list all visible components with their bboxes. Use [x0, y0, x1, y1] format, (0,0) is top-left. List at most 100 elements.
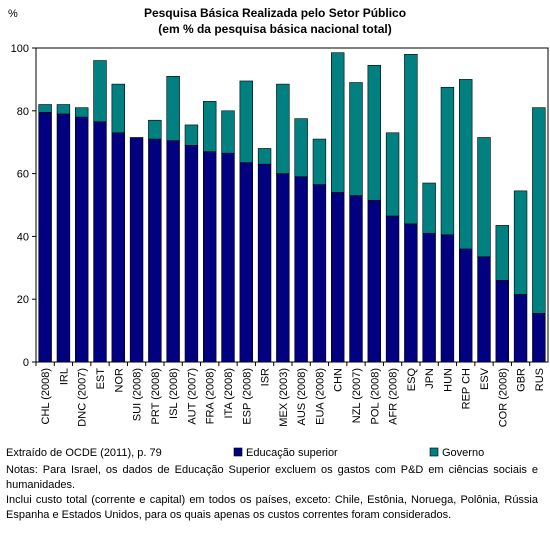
bar-segment: [532, 107, 546, 314]
bar-segment: [56, 104, 71, 115]
x-tick-label: MEX (2003): [278, 368, 290, 427]
note: Inclui custo total (corrente e capital) …: [6, 494, 538, 521]
x-tick-label: HUN: [442, 368, 454, 392]
bar-segment: [56, 113, 71, 363]
x-tick-label: AUT (2007): [186, 368, 198, 425]
bar-segment: [257, 163, 272, 363]
bar-segment: [513, 294, 528, 363]
x-tick-label: ESP (2008): [241, 368, 253, 425]
source: Extraído de OCDE (2011), p. 79: [6, 447, 162, 459]
bar-segment: [239, 162, 253, 363]
bar-segment: [477, 137, 491, 258]
bar-segment: [239, 80, 253, 163]
bar-segment: [203, 101, 217, 152]
bar-segment: [294, 176, 308, 363]
bar-segment: [367, 64, 381, 201]
y-axis-label: %: [8, 8, 18, 20]
x-tick-label: AUS (2008): [296, 368, 308, 425]
bar-segment: [93, 121, 107, 363]
x-tick-label: EST: [95, 368, 107, 390]
bar-segment: [75, 116, 89, 363]
bar-segment: [221, 152, 235, 363]
bar-segment: [495, 280, 509, 363]
bar-segment: [38, 112, 52, 363]
x-tick-label: AFR (2008): [388, 368, 400, 425]
bar-segment: [440, 234, 455, 363]
bar-segment: [513, 190, 528, 295]
x-tick-label: PRT (2008): [150, 368, 162, 424]
x-tick-label: ISR: [260, 368, 272, 386]
x-tick-label: POL (2008): [369, 368, 381, 424]
x-tick-label: DNC (2007): [77, 368, 89, 427]
bar-segment: [221, 110, 235, 154]
chart-subtitle: (em % da pesquisa básica nacional total): [158, 22, 391, 36]
x-tick-label: IRL: [58, 368, 70, 385]
y-tick-label: 100: [11, 43, 29, 55]
x-tick-label: ESQ: [406, 368, 418, 392]
bar-segment: [148, 138, 162, 363]
bar-segment: [257, 148, 272, 165]
note: Notas: Para Israel, os dados de Educação…: [6, 464, 538, 491]
bar-segment: [495, 225, 509, 281]
bar-segment: [422, 232, 436, 363]
x-tick-label: NOR: [113, 368, 125, 393]
legend-swatch: [233, 447, 243, 457]
x-tick-label: EUA (2008): [314, 368, 326, 425]
bar-segment: [166, 75, 180, 141]
legend-swatch: [429, 447, 439, 457]
bar-segment: [349, 82, 363, 196]
x-tick-label: CHL (2008): [40, 368, 52, 424]
bar-segment: [459, 248, 473, 363]
x-tick-label: NZL (2007): [351, 368, 363, 423]
bar-segment: [111, 83, 125, 134]
bar-segment: [294, 118, 308, 178]
x-tick-label: JPN: [424, 368, 436, 389]
y-tick-label: 60: [17, 169, 29, 181]
y-tick-label: 0: [23, 357, 29, 369]
bar-segment: [166, 140, 180, 363]
bar-segment: [331, 52, 345, 193]
x-tick-label: COR (2008): [497, 368, 509, 427]
bar-segment: [440, 86, 455, 236]
x-tick-label: ITA (2008): [223, 368, 235, 419]
bar-segment: [459, 79, 473, 250]
bar-segment: [422, 182, 436, 234]
bar-segment: [367, 199, 381, 363]
y-tick-label: 80: [17, 106, 29, 118]
x-tick-label: CHN: [333, 368, 345, 392]
x-tick-label: REP CH: [461, 368, 473, 409]
bar-segment: [404, 223, 418, 363]
bar-segment: [276, 83, 290, 174]
bar-segment: [184, 145, 199, 363]
y-tick-label: 40: [17, 231, 29, 243]
bar-segment: [312, 138, 327, 185]
bar-segment: [111, 132, 125, 363]
bar-segment: [38, 104, 52, 113]
legend-label: Educação superior: [246, 447, 338, 459]
bar-segment: [184, 124, 199, 146]
bar-segment: [312, 184, 327, 363]
x-tick-label: ESV: [479, 367, 491, 390]
x-tick-label: FRA (2008): [205, 368, 217, 424]
bar-segment: [93, 60, 107, 123]
bar-segment: [331, 192, 345, 363]
legend-label: Governo: [442, 447, 484, 459]
bar-segment: [203, 151, 217, 363]
notes: Notas: Para Israel, os dados de Educação…: [6, 463, 538, 523]
y-tick-label: 20: [17, 294, 29, 306]
bar-segment: [148, 119, 162, 140]
x-tick-label: RUS: [534, 368, 546, 391]
bar-segment: [129, 137, 144, 363]
bar-segment: [276, 173, 290, 363]
bar-segment: [385, 132, 400, 217]
x-tick-label: SUI (2008): [132, 368, 144, 421]
chart-title: Pesquisa Básica Realizada pelo Setor Púb…: [144, 6, 406, 20]
bar-segment: [385, 215, 400, 363]
bar-segment: [349, 195, 363, 363]
x-tick-label: ISL (2008): [168, 368, 180, 419]
bar-segment: [532, 313, 546, 363]
bar-segment: [75, 107, 89, 118]
x-tick-label: GBR: [516, 368, 528, 392]
bar-segment: [404, 53, 418, 225]
